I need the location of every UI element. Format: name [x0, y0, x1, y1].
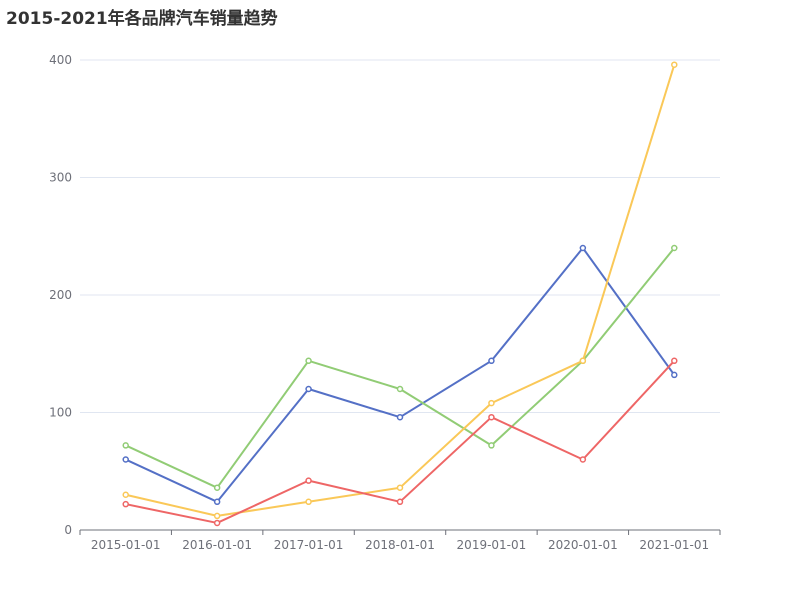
series-4	[122, 357, 678, 527]
x-tick-label: 2015-01-01	[91, 538, 161, 552]
y-tick-label: 100	[49, 406, 72, 420]
data-point	[671, 371, 678, 379]
y-tick-label: 0	[64, 523, 72, 537]
x-tick-label: 2021-01-01	[639, 538, 709, 552]
data-point	[122, 442, 129, 449]
data-point	[671, 61, 678, 68]
x-tick-label: 2017-01-01	[274, 538, 344, 552]
series-2	[122, 244, 678, 491]
data-point	[213, 512, 221, 520]
series-line	[125, 247, 676, 489]
data-point	[671, 244, 678, 252]
series-lines	[122, 61, 678, 527]
data-point	[488, 413, 495, 421]
y-tick-label: 300	[49, 171, 72, 185]
data-point	[579, 456, 587, 463]
x-tick-label: 2018-01-01	[365, 538, 435, 552]
data-point	[213, 519, 221, 527]
data-point	[396, 484, 404, 491]
data-point	[213, 498, 221, 506]
y-axis: 0 100 200 300 400	[49, 53, 72, 537]
y-tick-label: 400	[49, 53, 72, 67]
x-tick-label: 2019-01-01	[457, 538, 527, 552]
y-tick-label: 200	[49, 288, 72, 302]
data-point	[396, 413, 404, 421]
x-tick-label: 2016-01-01	[182, 538, 252, 552]
chart-title: 2015-2021年各品牌汽车销量趋势	[6, 9, 278, 29]
x-tick-label: 2020-01-01	[548, 538, 618, 552]
data-point	[396, 385, 404, 393]
data-point	[488, 399, 495, 407]
data-point	[305, 477, 312, 484]
grid-lines	[80, 59, 720, 413]
data-point	[488, 357, 495, 365]
series-1	[122, 244, 678, 506]
data-point	[122, 456, 129, 463]
series-line	[125, 247, 676, 503]
data-point	[579, 244, 587, 252]
data-point	[213, 484, 221, 491]
data-point	[488, 442, 495, 449]
data-point	[305, 498, 312, 506]
data-point	[305, 357, 312, 365]
data-point	[305, 385, 312, 393]
data-point	[671, 357, 678, 365]
series-3	[122, 61, 678, 520]
data-point	[396, 498, 404, 506]
data-point	[122, 491, 129, 498]
data-point	[579, 357, 587, 365]
x-axis: 2015-01-01 2016-01-01 2017-01-01 2018-01-01…	[79, 529, 721, 552]
data-point	[122, 500, 129, 508]
